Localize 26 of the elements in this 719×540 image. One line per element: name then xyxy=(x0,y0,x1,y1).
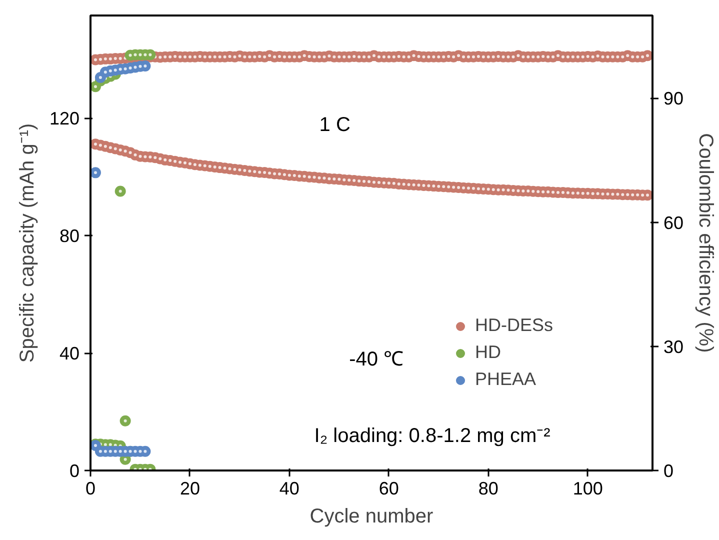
y2-tick-label: 60 xyxy=(664,212,684,233)
x-tick-label: 80 xyxy=(478,478,498,498)
x-tick-label: 100 xyxy=(572,478,603,498)
annotation: 1 C xyxy=(319,114,350,136)
point xyxy=(120,415,131,426)
x-tick-label: 20 xyxy=(180,478,200,498)
legend-label: PHEAA xyxy=(475,369,536,390)
y-tick-label: 80 xyxy=(59,226,80,246)
legend-label: HD xyxy=(475,342,501,363)
point xyxy=(90,167,101,178)
point xyxy=(114,186,126,197)
y-tick-label: 40 xyxy=(59,344,80,364)
annotation: -40 ℃ xyxy=(349,348,404,371)
legend-label: HD-DESs xyxy=(475,315,554,336)
y2-axis-title: Coulombic efficiency (%) xyxy=(694,133,717,353)
annotation: I₂ loading: 0.8-1.2 mg cm⁻² xyxy=(314,425,551,448)
y2-tick-label: 90 xyxy=(664,88,684,109)
x-tick-label: 60 xyxy=(378,478,399,498)
x-axis-title: Cycle number xyxy=(310,506,434,528)
y-tick-label: 0 xyxy=(69,461,80,481)
y-axis-title: Specific capacity (mAh g⁻¹) xyxy=(16,123,38,363)
y2-tick-label: 0 xyxy=(664,461,674,481)
y2-tick-label: 30 xyxy=(664,336,684,357)
x-tick-label: 40 xyxy=(279,478,300,498)
y-tick-label: 120 xyxy=(49,108,80,129)
x-tick-label: 0 xyxy=(85,478,96,498)
